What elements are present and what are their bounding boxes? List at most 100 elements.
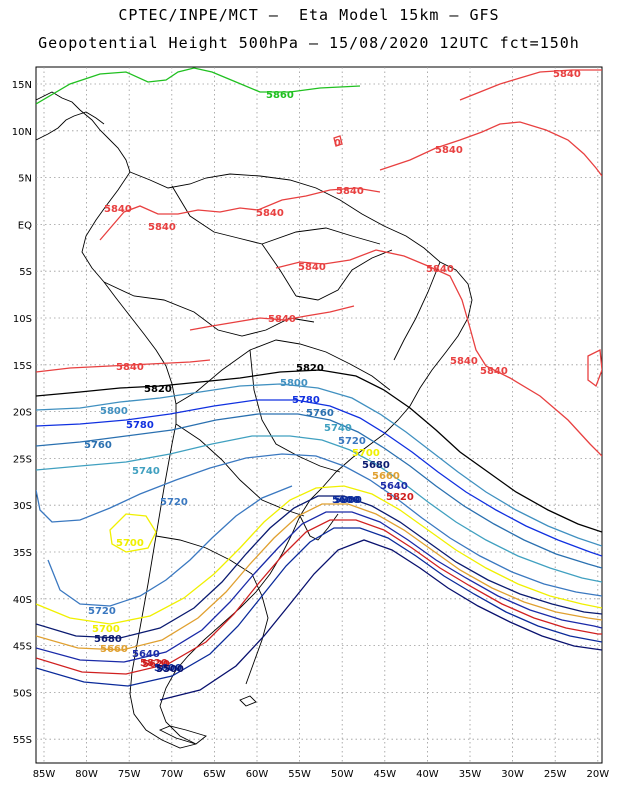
lon-tick-label: 20W xyxy=(586,769,609,780)
contour-5740 xyxy=(36,435,602,583)
label-5760: 5760 xyxy=(84,440,112,451)
lon-tick-label: 75W xyxy=(118,769,141,780)
label-5840: 5840 xyxy=(480,366,508,377)
lat-tick-label: 10S xyxy=(13,314,32,325)
label-5500: 5500 xyxy=(156,664,184,675)
label-5720: 5720 xyxy=(160,497,188,508)
label-5700: 5700 xyxy=(352,448,380,459)
chart-title: CPTEC/INPE/MCT – Eta Model 15km – GFS xyxy=(118,6,500,24)
contour-5500 xyxy=(159,539,602,701)
contour-5860 xyxy=(36,67,361,105)
label-5740: 5740 xyxy=(132,466,160,477)
lon-tick-label: 45W xyxy=(373,769,396,780)
contour-5720 xyxy=(36,453,602,597)
lat-tick-label: 45S xyxy=(13,642,32,653)
lat-tick-label: 15S xyxy=(13,361,32,372)
contour-5700-loop xyxy=(109,513,157,553)
label-small-loop: 0 xyxy=(334,138,341,149)
lon-tick-label: 70W xyxy=(160,769,183,780)
label-5700: 5700 xyxy=(92,624,120,635)
contour-5640 xyxy=(36,511,602,663)
label-5840: 5840 xyxy=(268,314,296,325)
contour-5700 xyxy=(36,485,602,625)
lat-tick-label: 5N xyxy=(18,174,32,185)
lat-tick-label: 55S xyxy=(13,735,32,746)
contours xyxy=(36,67,602,701)
label-5640: 5640 xyxy=(132,649,160,660)
contour-5840-loop-ocean xyxy=(333,135,343,147)
label-5820: 5820 xyxy=(144,384,172,395)
contour-5840-amazon xyxy=(99,187,381,241)
label-5780: 5780 xyxy=(126,420,154,431)
longitude-labels: 85W 80W 75W 70W 65W 60W 55W 50W 45W 40W 35W 30W 25W 2… xyxy=(33,769,610,780)
lat-tick-label: 35S xyxy=(13,548,32,559)
contour-5820 xyxy=(36,369,602,533)
contour-5720-west xyxy=(47,485,293,607)
contour-5780 xyxy=(36,399,602,557)
label-5840: 5840 xyxy=(435,145,463,156)
label-5760: 5760 xyxy=(306,408,334,419)
contour-5840-north xyxy=(459,69,602,101)
contour-5840-ne xyxy=(379,121,602,177)
label-5840: 5840 xyxy=(116,362,144,373)
lon-tick-label: 30W xyxy=(501,769,524,780)
lat-tick-label: 10N xyxy=(12,127,32,138)
label-5640: 5640 xyxy=(380,481,408,492)
lon-tick-label: 85W xyxy=(33,769,56,780)
label-5840: 5840 xyxy=(104,204,132,215)
lat-tick-label: 30S xyxy=(13,501,32,512)
contour-5840-blob xyxy=(587,348,602,388)
lat-tick-label: 15N xyxy=(12,80,32,91)
contour-5840-east xyxy=(275,249,602,457)
lat-tick-label: 20S xyxy=(13,408,32,419)
lon-tick-label: 40W xyxy=(416,769,439,780)
gridlines xyxy=(36,67,602,763)
lon-tick-label: 55W xyxy=(288,769,311,780)
label-5680: 5680 xyxy=(362,460,390,471)
label-5820: 5820 xyxy=(386,492,414,503)
map-frame xyxy=(35,66,603,764)
contour-5620 xyxy=(36,519,602,675)
label-5720: 5720 xyxy=(338,436,366,447)
label-5840: 5840 xyxy=(148,222,176,233)
lon-tick-label: 65W xyxy=(203,769,226,780)
lat-tick-label: 40S xyxy=(13,595,32,606)
lon-tick-label: 50W xyxy=(331,769,354,780)
label-5840: 5840 xyxy=(426,264,454,275)
label-5840: 5840 xyxy=(256,208,284,219)
contour-5760 xyxy=(36,413,602,569)
lat-tick-label: EQ xyxy=(18,220,32,231)
contour-5660 xyxy=(36,503,602,651)
label-5660: 5660 xyxy=(372,471,400,482)
label-5600: 5600 xyxy=(154,663,182,674)
label-5700: 5700 xyxy=(116,538,144,549)
label-5720: 5720 xyxy=(88,606,116,617)
contour-5840-south xyxy=(36,359,211,373)
label-5740: 5740 xyxy=(324,423,352,434)
label-5680: 5680 xyxy=(94,634,122,645)
label-5800: 5800 xyxy=(100,406,128,417)
label-5860: 5860 xyxy=(266,90,294,101)
label-5800: 5800 xyxy=(280,378,308,389)
contour-labels: 5860 5840 5840 5840 5840 5840 5840 5840 … xyxy=(84,69,581,675)
contour-5800 xyxy=(36,383,602,547)
lon-tick-label: 80W xyxy=(75,769,98,780)
label-5660: 5660 xyxy=(100,644,128,655)
label-5780: 5780 xyxy=(292,395,320,406)
chart-subtitle: Geopotential Height 500hPa – 15/08/2020 … xyxy=(38,34,580,52)
label-5600: 5600 xyxy=(332,495,360,506)
label-5820: 5820 xyxy=(296,363,324,374)
latitude-labels: 15N 10N 5N EQ 5S 10S 15S 20S 25S 30S 35S 40S 45S 50S 5… xyxy=(12,80,32,746)
contour-5600 xyxy=(36,527,602,687)
label-5800: 5800 xyxy=(334,495,362,506)
label-5820: 5820 xyxy=(140,658,168,669)
lat-tick-label: 25S xyxy=(13,454,32,465)
lat-tick-label: 50S xyxy=(13,688,32,699)
label-5840: 5840 xyxy=(336,186,364,197)
lat-tick-label: 5S xyxy=(19,267,32,278)
lon-tick-label: 25W xyxy=(544,769,567,780)
coastlines xyxy=(36,91,473,749)
label-5840: 5840 xyxy=(553,69,581,80)
label-5840: 5840 xyxy=(450,356,478,367)
lon-tick-label: 60W xyxy=(246,769,269,780)
